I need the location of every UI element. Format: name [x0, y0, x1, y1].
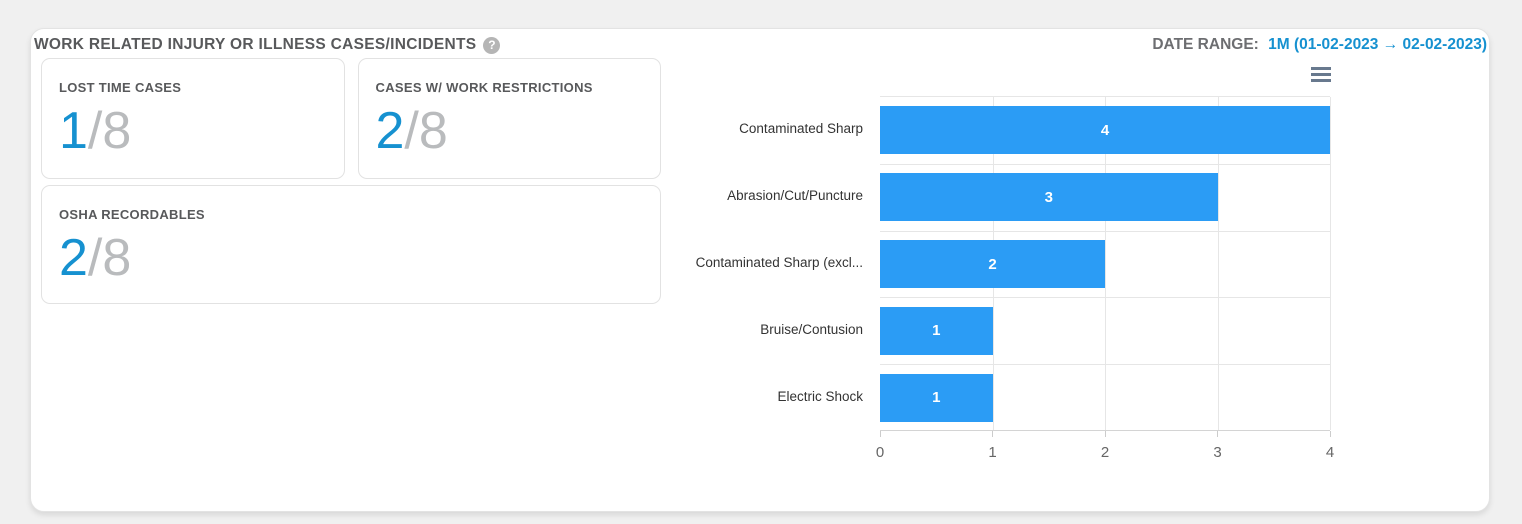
bar[interactable]: 1 [880, 373, 993, 422]
gridline [1330, 97, 1331, 430]
hamburger-menu-icon[interactable] [1311, 67, 1331, 85]
bar-value-label: 1 [932, 389, 941, 407]
work-injury-widget-panel: WORK RELATED INJURY OR ILLNESS CASES/INC… [30, 28, 1490, 512]
stat-card-label: OSHA RECORDABLES [59, 207, 205, 222]
stat-card-value: 2/8 [59, 232, 643, 284]
stat-value-number: 1 [59, 102, 88, 160]
widget-header: WORK RELATED INJURY OR ILLNESS CASES/INC… [34, 36, 1487, 54]
category-label: Contaminated Sharp [739, 121, 863, 137]
stat-value-total: /8 [87, 229, 132, 287]
stat-value-number: 2 [59, 229, 88, 287]
plot-area: 4 3 2 1 1 [880, 96, 1331, 430]
x-tick-label: 0 [875, 444, 885, 461]
gridline [1217, 97, 1219, 430]
bar[interactable]: 2 [880, 240, 1105, 288]
stat-card-osha-recordables[interactable]: OSHA RECORDABLES 2/8 [41, 185, 661, 304]
injury-bar-chart: Contaminated Sharp Abrasion/Cut/Puncture C… [681, 29, 1361, 463]
bar[interactable]: 4 [880, 106, 1330, 155]
bar-value-label: 4 [1100, 121, 1110, 139]
category-label: Bruise/Contusion [760, 321, 863, 337]
x-tick-label: 1 [988, 444, 997, 461]
x-tick-label: 3 [1213, 444, 1222, 461]
bar[interactable]: 3 [880, 173, 1218, 222]
category-label: Abrasion/Cut/Puncture [727, 188, 863, 204]
gridline [1105, 97, 1106, 430]
date-range-label: DATE RANGE: [1152, 36, 1259, 53]
axis-tick [1217, 431, 1218, 437]
stat-value-total: /8 [404, 102, 448, 160]
axis-tick [1104, 431, 1106, 437]
stat-card-value: 2/8 [376, 105, 644, 157]
bar[interactable]: 1 [880, 306, 993, 355]
x-tick-label: 2 [1100, 444, 1110, 461]
x-axis: 0 1 2 3 4 [876, 430, 1334, 464]
help-icon[interactable]: ? [483, 36, 501, 54]
category-label: Electric Shock [777, 388, 863, 404]
stat-card-label: LOST TIME CASES [59, 80, 182, 95]
axis-tick [879, 431, 881, 437]
bar-value-label: 3 [1044, 188, 1053, 206]
x-tick-label: 4 [1325, 444, 1335, 461]
date-range: DATE RANGE: 1M (01-02-2023 → 02-02-2023) [1152, 36, 1487, 54]
bar-value-label: 1 [932, 322, 941, 340]
axis-tick [992, 431, 993, 437]
date-range-value[interactable]: 1M (01-02-2023 → 02-02-2023) [1268, 36, 1487, 53]
stat-value-number: 2 [375, 102, 405, 160]
bar-value-label: 2 [988, 255, 997, 273]
stat-cards-grid: LOST TIME CASES 1/8 CASES W/ WORK RESTRI… [41, 58, 661, 304]
stat-value-total: /8 [87, 102, 132, 160]
stat-card-label: CASES W/ WORK RESTRICTIONS [375, 80, 593, 95]
axis-tick [1329, 431, 1331, 437]
widget-title: WORK RELATED INJURY OR ILLNESS CASES/INC… [34, 36, 477, 53]
category-axis: Contaminated Sharp Abrasion/Cut/Puncture C… [681, 96, 863, 430]
stat-card-lost-time-cases[interactable]: LOST TIME CASES 1/8 [41, 58, 345, 179]
stat-card-work-restrictions[interactable]: CASES W/ WORK RESTRICTIONS 2/8 [357, 58, 661, 179]
stat-card-value: 1/8 [59, 105, 327, 157]
category-label: Contaminated Sharp (excl... [695, 255, 863, 270]
